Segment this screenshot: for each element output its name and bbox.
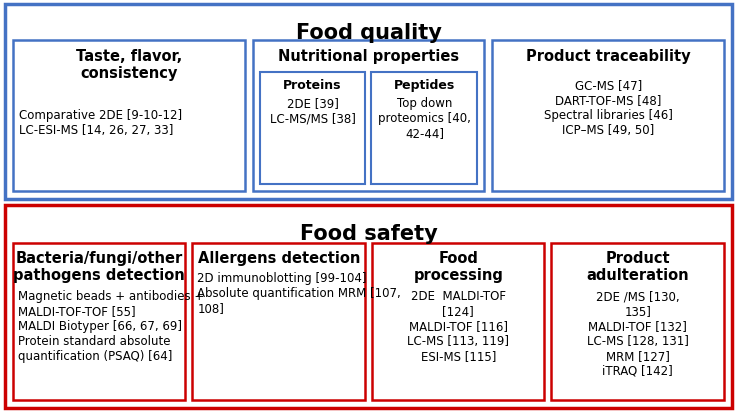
Text: Food safety: Food safety	[300, 223, 437, 243]
Bar	[13, 41, 245, 192]
Text: Peptides: Peptides	[394, 79, 455, 92]
Text: Nutritional properties: Nutritional properties	[278, 49, 459, 64]
Text: Magnetic beads + antibodies +
MALDI-TOF-TOF [55]
MALDI Biotyper [66, 67, 69]
Pro: Magnetic beads + antibodies + MALDI-TOF-…	[18, 289, 204, 362]
Text: Product traceability: Product traceability	[526, 49, 691, 64]
Text: GC-MS [47]
DART-TOF-MS [48]
Spectral libraries [46]
ICP–MS [49, 50]: GC-MS [47] DART-TOF-MS [48] Spectral lib…	[544, 79, 673, 137]
Text: 2D immunoblotting [99-104]
Absolute quantification MRM [107,
108]: 2D immunoblotting [99-104] Absolute quan…	[198, 271, 401, 314]
Text: Proteins: Proteins	[283, 79, 342, 92]
Bar	[192, 243, 365, 400]
Bar	[5, 5, 732, 199]
Text: Taste, flavor,
consistency: Taste, flavor, consistency	[76, 49, 182, 81]
Bar	[371, 73, 478, 185]
Text: 2DE /MS [130,
135]
MALDI-TOF [132]
LC-MS [128, 131]
MRM [127]
iTRAQ [142]: 2DE /MS [130, 135] MALDI-TOF [132] LC-MS…	[587, 289, 688, 377]
Text: 2DE  MALDI-TOF
[124]
MALDI-TOF [116]
LC-MS [113, 119]
ESI-MS [115]: 2DE MALDI-TOF [124] MALDI-TOF [116] LC-M…	[408, 289, 509, 362]
Text: Comparative 2DE [9-10-12]
LC-ESI-MS [14, 26, 27, 33]: Comparative 2DE [9-10-12] LC-ESI-MS [14,…	[19, 109, 182, 137]
Bar	[259, 73, 366, 185]
Text: 2DE [39]
LC-MS/MS [38]: 2DE [39] LC-MS/MS [38]	[270, 97, 355, 125]
Bar	[13, 243, 186, 400]
Text: Food quality: Food quality	[296, 23, 441, 43]
Bar	[5, 206, 732, 408]
Bar	[492, 41, 724, 192]
Bar	[253, 41, 484, 192]
Text: Allergens detection: Allergens detection	[198, 250, 360, 266]
Bar	[372, 243, 545, 400]
Bar	[551, 243, 724, 400]
Text: Top down
proteomics [40,
42-44]: Top down proteomics [40, 42-44]	[378, 97, 471, 140]
Text: Food
processing: Food processing	[413, 250, 503, 283]
Text: Product
adulteration: Product adulteration	[587, 250, 689, 283]
Text: Bacteria/fungi/other
pathogens detection: Bacteria/fungi/other pathogens detection	[13, 250, 185, 283]
